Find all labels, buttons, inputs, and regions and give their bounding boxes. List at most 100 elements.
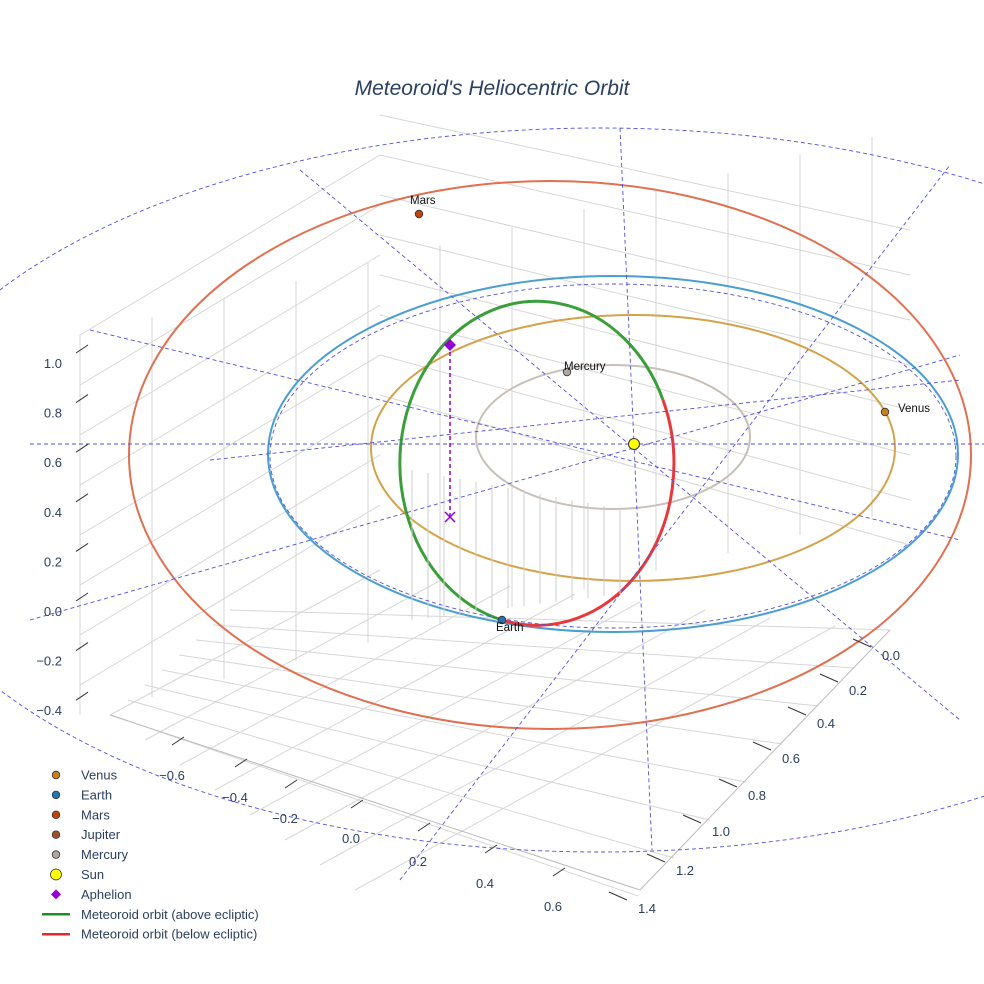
x-tick-label: 0.6 — [544, 899, 562, 914]
earth-label: Earth — [496, 622, 524, 634]
legend-marker-icon — [50, 868, 62, 881]
reference-line — [399, 164, 951, 881]
x-tick-label: 0.4 — [476, 876, 494, 891]
x-tick-mark — [552, 867, 566, 877]
y-tick-mark — [718, 778, 738, 788]
y-tick-mark — [852, 638, 872, 648]
legend-marker-icon — [51, 850, 61, 859]
grid-line — [379, 314, 911, 456]
legend[interactable]: Venus Earth Mars Jupiter Mercury Sun Aphelion M… — [42, 768, 259, 942]
y-axis-ticks: 0.0 0.2 0.4 0.6 0.8 1.0 1.2 1.4 — [608, 638, 900, 916]
mercury-orbit — [475, 364, 751, 510]
legend-marker-icon — [51, 830, 61, 839]
legend-item-mars[interactable]: Mars — [51, 807, 110, 822]
legend-label: Earth — [81, 787, 112, 802]
z-tick-mark — [75, 691, 89, 701]
mars-orbit — [128, 180, 972, 730]
legend-label: Mars — [81, 807, 110, 822]
y-tick-mark — [682, 814, 702, 824]
x-tick-label: 0.0 — [342, 831, 360, 846]
grid-line — [109, 569, 381, 716]
aphelion-projection-marker — [444, 511, 456, 523]
z-tick-label: 0.4 — [44, 505, 62, 520]
z-tick-label: 0.6 — [44, 455, 62, 470]
grid-line — [379, 274, 911, 411]
z-tick-mark — [75, 344, 89, 354]
legend-item-venus[interactable]: Venus — [51, 768, 118, 783]
grid-line — [249, 601, 641, 816]
z-tick-mark — [75, 642, 89, 652]
z-tick-mark — [75, 592, 89, 602]
z-axis-ticks: 1.0 0.8 0.6 0.4 0.2 0.0 −0.2 −0.4 — [36, 344, 89, 718]
legend-label: Sun — [81, 867, 104, 882]
x-tick-mark — [417, 822, 431, 832]
grid-line — [79, 504, 381, 686]
grid-line — [179, 585, 511, 766]
legend-item-meteoroid-orbit-above-ecliptic[interactable]: Meteoroid orbit (above ecliptic) — [42, 907, 259, 922]
reference-line — [209, 379, 961, 461]
z-tick-mark — [75, 443, 89, 453]
reference-line — [29, 354, 961, 621]
earth-reference — [269, 283, 957, 629]
grid-line — [127, 699, 675, 859]
aphelion-marker — [444, 339, 456, 351]
z-tick-label: −0.2 — [36, 654, 62, 669]
chart-title: Meteoroid's Heliocentric Orbit — [355, 77, 631, 100]
sun-marker — [628, 438, 640, 450]
legend-item-jupiter[interactable]: Jupiter — [51, 827, 121, 842]
grid-line — [354, 625, 836, 891]
legend-label: Aphelion — [81, 887, 132, 902]
x-tick-label: 0.2 — [409, 854, 427, 869]
axis-line — [639, 629, 891, 891]
x-tick-mark — [350, 799, 364, 809]
legend-label: Venus — [81, 768, 118, 783]
markers: Mars Mercury Venus Earth — [410, 195, 930, 634]
z-tick-label: −0.4 — [36, 703, 62, 718]
z-tick-mark — [75, 493, 89, 503]
grid-line — [214, 593, 576, 791]
z-tick-mark — [75, 542, 89, 552]
grid-line — [79, 454, 381, 636]
legend-item-aphelion[interactable]: Aphelion — [51, 887, 132, 902]
legend-marker-icon — [51, 790, 61, 800]
mars-label: Mars — [410, 195, 436, 207]
x-tick-mark — [484, 844, 498, 854]
grid-line — [79, 354, 381, 536]
grid-line — [144, 684, 711, 821]
y-tick-label: 0.8 — [748, 788, 766, 803]
grid-line — [79, 154, 381, 336]
mars-marker — [414, 209, 424, 219]
x-tick-label: −0.2 — [272, 811, 298, 826]
legend-item-mercury[interactable]: Mercury — [51, 847, 128, 862]
grid-line — [212, 624, 855, 669]
legend-item-meteoroid-orbit-below-ecliptic[interactable]: Meteoroid orbit (below ecliptic) — [42, 927, 257, 942]
grid-line — [79, 254, 381, 436]
legend-marker-icon — [51, 770, 61, 780]
legend-item-sun[interactable]: Sun — [50, 867, 105, 882]
y-tick-label: 1.4 — [638, 901, 656, 916]
grid-line — [144, 577, 446, 741]
meteoroid-orbit-below — [501, 399, 676, 627]
grid-line — [79, 404, 381, 586]
x-tick-label: −0.6 — [159, 768, 185, 783]
legend-item-earth[interactable]: Earth — [51, 787, 112, 802]
mercury-label: Mercury — [564, 361, 606, 373]
grid-line — [379, 354, 911, 501]
y-tick-label: 1.0 — [712, 824, 730, 839]
y-tick-label: 0.6 — [782, 751, 800, 766]
grid-line — [79, 204, 381, 386]
orbits — [128, 180, 972, 730]
grid-line — [379, 394, 911, 546]
venus-label: Venus — [898, 403, 930, 415]
legend-label: Jupiter — [81, 827, 121, 842]
x-axis-ticks: −0.6 −0.4 −0.2 0.0 0.2 0.4 0.6 — [159, 736, 566, 914]
y-tick-mark — [787, 706, 807, 716]
y-tick-mark — [752, 741, 772, 751]
x-tick-mark — [171, 736, 185, 746]
z-tick-label: 0.0 — [44, 604, 62, 619]
grid-line — [379, 194, 911, 321]
y-tick-label: 1.2 — [676, 863, 694, 878]
mercury-marker — [562, 367, 572, 377]
y-tick-mark — [646, 853, 666, 863]
